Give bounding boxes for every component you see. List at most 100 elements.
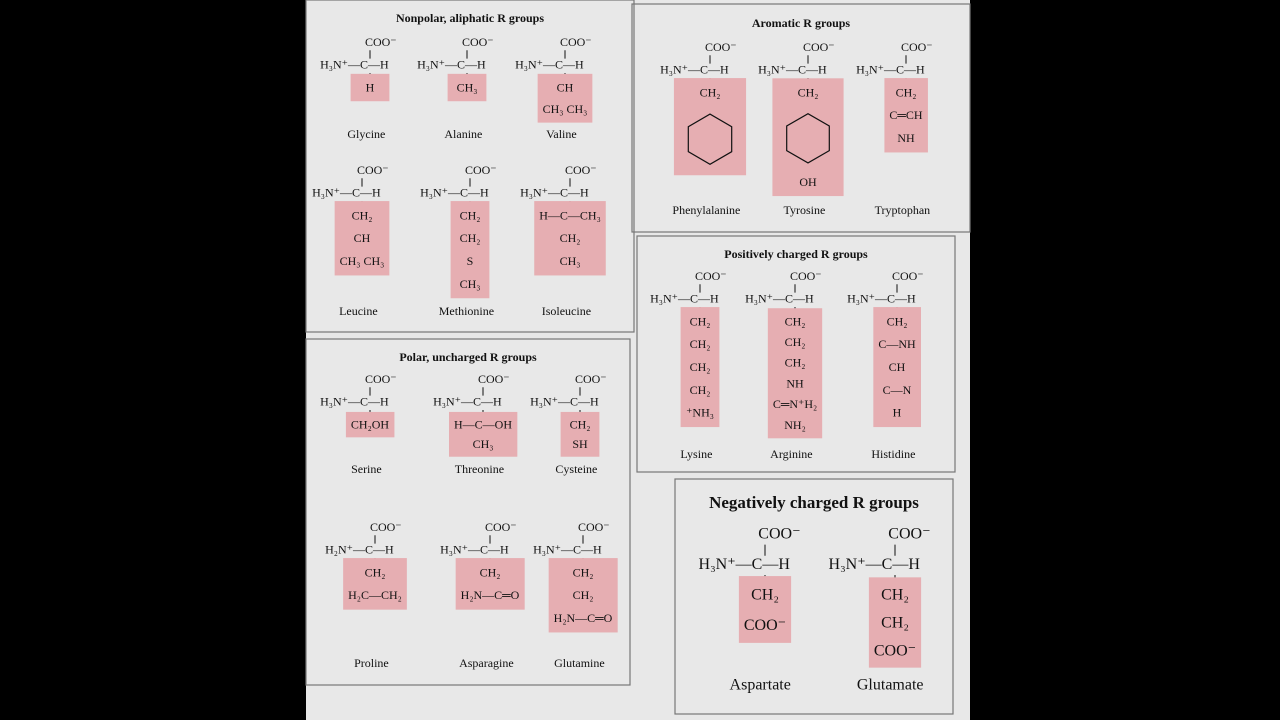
- backbone: H₃N⁺—C—H: [533, 543, 602, 557]
- backbone: H₃N⁺—C—H: [660, 63, 729, 77]
- r-group-atom: CH₃: [473, 437, 494, 451]
- r-group-highlight: [868, 577, 922, 668]
- r-group-atom: CH₂: [690, 337, 711, 351]
- r-group-atom: CH: [889, 360, 906, 374]
- backbone: H₃N⁺—C—H: [745, 292, 814, 306]
- amino-acid-name: Proline: [354, 656, 389, 670]
- group-title: Polar, uncharged R groups: [399, 350, 537, 364]
- r-group-highlight: [350, 73, 390, 102]
- amino-acid-name: Serine: [351, 462, 382, 476]
- r-group-highlight: [767, 308, 823, 439]
- amino-acid-name: Tyrosine: [783, 203, 825, 217]
- r-group-atom: CH₂: [365, 565, 386, 579]
- carboxyl: COO⁻: [790, 269, 822, 283]
- r-group-atom: CH₂: [798, 85, 819, 99]
- amino-acid-name: Threonine: [455, 462, 504, 476]
- carboxyl: COO⁻: [465, 163, 497, 177]
- r-group-atom: CH₂: [690, 360, 711, 374]
- r-group-atom: COO⁻: [874, 643, 916, 660]
- r-group-atom: C═N⁺H₂: [773, 397, 817, 411]
- r-group-atom: CH₃ CH₃: [543, 102, 588, 116]
- carboxyl: COO⁻: [758, 526, 800, 543]
- r-group-atom: OH: [799, 175, 817, 189]
- backbone: H₃N⁺—C—H: [530, 395, 599, 409]
- r-group-atom: CH₂: [887, 314, 908, 328]
- r-group-atom: SH: [572, 437, 588, 451]
- r-group-atom: CH₂: [785, 356, 806, 370]
- group-panel: [674, 478, 954, 715]
- amino-acid-name: Asparagine: [459, 656, 514, 670]
- r-group-atom: NH: [786, 376, 804, 390]
- r-group-atom: S: [467, 254, 474, 268]
- carboxyl: COO⁻: [462, 35, 494, 49]
- backbone: H₃N⁺—C—H: [417, 58, 486, 72]
- backbone: H₃N⁺—C—H: [856, 63, 925, 77]
- r-group-highlight: [345, 411, 395, 438]
- carboxyl: COO⁻: [578, 520, 610, 534]
- amino-acid-name: Leucine: [339, 304, 378, 318]
- r-group-highlight: [873, 307, 921, 428]
- r-group-highlight: [334, 201, 390, 276]
- carboxyl: COO⁻: [370, 520, 402, 534]
- r-group-atom: H—C—OH: [454, 417, 512, 431]
- carboxyl: COO⁻: [478, 372, 510, 386]
- group-panel: [305, 338, 631, 686]
- r-group-highlight: [448, 411, 518, 457]
- carboxyl: COO⁻: [365, 35, 397, 49]
- amino-acid-name: Glycine: [347, 127, 385, 141]
- carboxyl: COO⁻: [803, 40, 835, 54]
- backbone: H₃N⁺—C—H: [320, 395, 389, 409]
- r-group-atom: CH: [354, 231, 371, 245]
- amino-acid-name: Lysine: [680, 447, 712, 461]
- r-group-atom: NH: [897, 131, 915, 145]
- r-group-highlight: [548, 558, 618, 633]
- group-title: Aromatic R groups: [752, 16, 851, 30]
- r-group-atom: CH₂: [690, 383, 711, 397]
- amino-acid-name: Tryptophan: [875, 203, 931, 217]
- amino-acid-name: Arginine: [770, 447, 812, 461]
- amino-acid-name: Glutamate: [857, 677, 924, 694]
- backbone: H₃N⁺—C—H: [420, 186, 489, 200]
- amino-acid-name: Histidine: [871, 447, 915, 461]
- r-group-atom: H—C—CH₃: [539, 208, 601, 222]
- r-group-atom: C═CH: [889, 108, 923, 122]
- r-group-atom: CH₂: [785, 314, 806, 328]
- r-group-atom: CH₃: [460, 277, 481, 291]
- r-group-atom: CH₂: [573, 588, 594, 602]
- r-group-highlight: [884, 78, 928, 153]
- r-group-atom: ⁺NH₃: [686, 406, 714, 420]
- r-group-atom: CH₂: [881, 615, 909, 632]
- backbone: H₃N⁺—C—H: [699, 556, 791, 573]
- r-group-atom: C—NH: [878, 337, 916, 351]
- r-group-atom: CH₂: [560, 231, 581, 245]
- r-group-highlight: [772, 78, 844, 197]
- group-panel: [631, 3, 971, 233]
- r-group-atom: CH₂: [690, 314, 711, 328]
- group-panel: [305, 0, 635, 333]
- r-group-atom: CH₂: [460, 208, 481, 222]
- r-group-highlight: [455, 558, 525, 610]
- amino-acid-name: Methionine: [439, 304, 494, 318]
- r-group-highlight: [534, 201, 606, 276]
- r-group-highlight: [537, 73, 593, 123]
- r-group-atom: CH₂: [570, 417, 591, 431]
- backbone: H₃N⁺—C—H: [440, 543, 509, 557]
- r-group-atom: H₂N—C═O: [554, 611, 613, 625]
- sheet: [306, 0, 970, 720]
- carboxyl: COO⁻: [575, 372, 607, 386]
- amino-acid-name: Valine: [546, 127, 577, 141]
- r-group-atom: H: [366, 80, 375, 94]
- r-group-atom: CH₂: [573, 565, 594, 579]
- r-group-atom: CH: [557, 80, 574, 94]
- r-group-atom: CH₂: [352, 208, 373, 222]
- r-group-highlight: [450, 201, 490, 299]
- r-group-atom: NH₂: [784, 418, 806, 432]
- amino-acid-name: Glutamine: [554, 656, 605, 670]
- backbone: H₃N⁺—C—H: [520, 186, 589, 200]
- group-title: Negatively charged R groups: [709, 493, 919, 512]
- r-group-atom: CH₂: [480, 565, 501, 579]
- r-group-atom: C—N: [883, 383, 912, 397]
- carboxyl: COO⁻: [892, 269, 924, 283]
- amino-acid-name: Cysteine: [555, 462, 597, 476]
